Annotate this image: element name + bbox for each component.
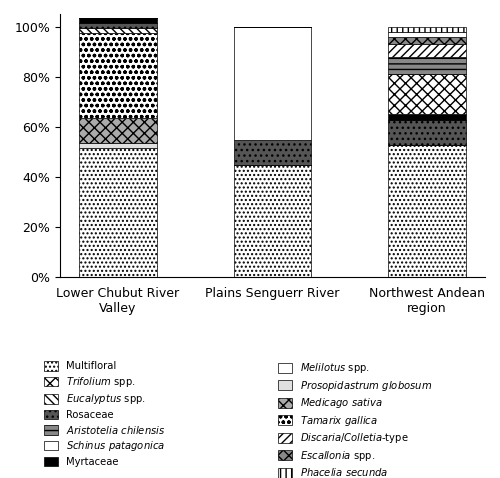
Bar (388, 120, 466, 144)
Bar (80, 18, 156, 23)
Bar (388, 115, 466, 120)
Bar (388, 75, 466, 115)
Bar (388, 37, 466, 44)
Bar (388, 32, 466, 37)
Bar (80, 148, 156, 277)
Bar (388, 57, 466, 75)
Bar (388, 27, 466, 32)
Bar (234, 27, 311, 140)
Bar (234, 164, 311, 277)
Bar (80, 118, 156, 143)
Legend: $\it{Melilotus}$ spp., $\it{Prosopidastrum\ globosum}$, $\it{Medicago\ sativa}$,: $\it{Melilotus}$ spp., $\it{Prosopidastr… (278, 361, 432, 478)
Bar (80, 143, 156, 148)
Bar (80, 33, 156, 118)
Bar (80, 23, 156, 28)
Bar (388, 44, 466, 57)
Bar (388, 144, 466, 277)
Bar (234, 140, 311, 164)
Bar (80, 28, 156, 33)
